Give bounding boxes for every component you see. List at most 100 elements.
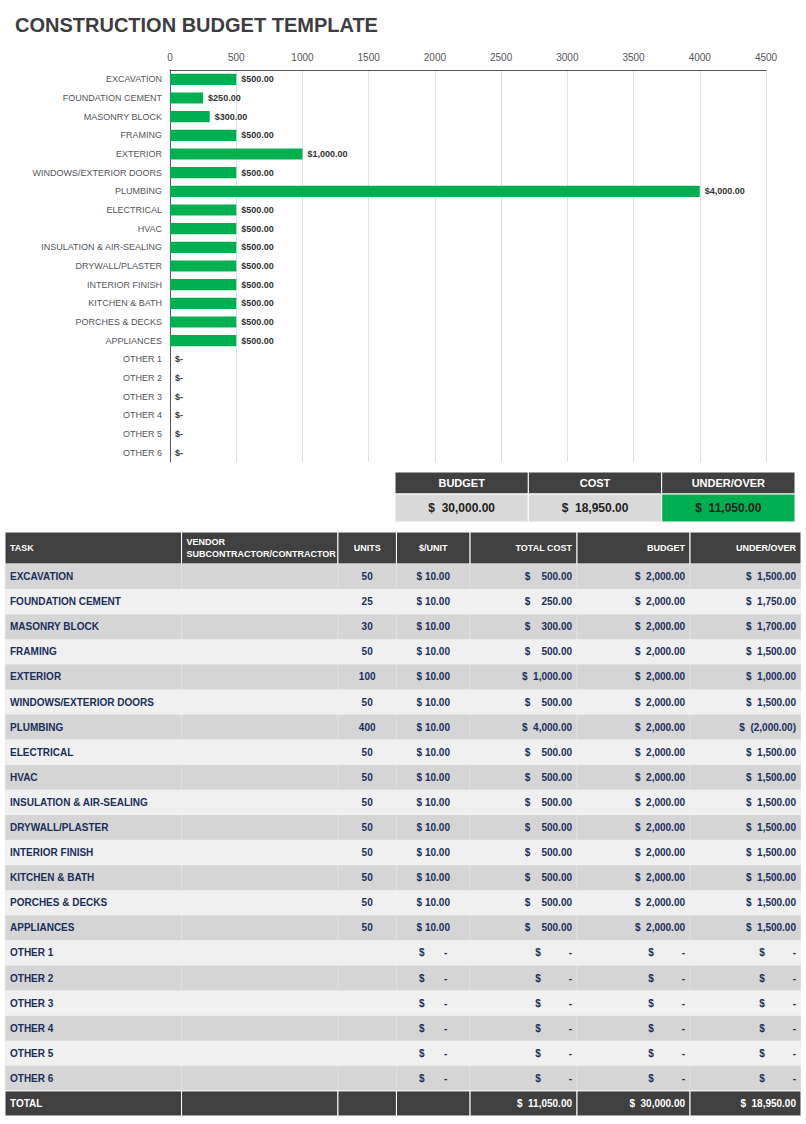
svg-text:OTHER 5: OTHER 5: [123, 429, 162, 439]
svg-text:$ -: $ -: [648, 1023, 685, 1034]
svg-text:50: 50: [362, 747, 374, 758]
svg-text:50: 50: [362, 922, 374, 933]
svg-text:$ 500.00: $ 500.00: [525, 697, 573, 708]
svg-text:PLUMBING: PLUMBING: [10, 722, 64, 733]
svg-text:$ 1,500.00: $ 1,500.00: [746, 697, 796, 708]
svg-text:$ 10.00: $ 10.00: [417, 722, 451, 733]
svg-text:2500: 2500: [490, 52, 513, 63]
svg-text:$ 2,000.00: $ 2,000.00: [635, 797, 685, 808]
svg-text:$ 10.00: $ 10.00: [417, 897, 451, 908]
svg-text:$ 10.00: $ 10.00: [417, 847, 451, 858]
svg-text:3500: 3500: [622, 52, 645, 63]
svg-text:PLUMBING: PLUMBING: [115, 186, 162, 196]
svg-text:$500.00: $500.00: [241, 168, 274, 178]
svg-text:$-: $-: [175, 373, 183, 383]
svg-text:$ 30,000.00: $ 30,000.00: [629, 1098, 685, 1109]
svg-text:OTHER 2: OTHER 2: [123, 373, 162, 383]
svg-text:UNDER/OVER: UNDER/OVER: [736, 543, 797, 553]
svg-text:$ 2,000.00: $ 2,000.00: [635, 747, 685, 758]
svg-text:$ 1,000.00: $ 1,000.00: [522, 671, 572, 682]
svg-text:TOTAL: TOTAL: [10, 1098, 42, 1109]
svg-text:$500.00: $500.00: [241, 74, 274, 84]
svg-text:$ 10.00: $ 10.00: [417, 571, 451, 582]
svg-text:UNITS: UNITS: [354, 543, 381, 553]
svg-text:EXCAVATION: EXCAVATION: [106, 74, 162, 84]
svg-text:$ -: $ -: [759, 947, 796, 958]
svg-text:$ -: $ -: [535, 947, 572, 958]
svg-text:$ -: $ -: [759, 1073, 796, 1084]
svg-text:$ 10.00: $ 10.00: [417, 671, 451, 682]
svg-text:EXCAVATION: EXCAVATION: [10, 571, 73, 582]
svg-text:$ 11,050.00: $ 11,050.00: [695, 501, 761, 515]
svg-text:$ 10.00: $ 10.00: [417, 747, 451, 758]
svg-text:$4,000.00: $4,000.00: [705, 186, 745, 196]
svg-text:1500: 1500: [358, 52, 381, 63]
svg-text:ELECTRICAL: ELECTRICAL: [10, 747, 73, 758]
svg-text:$ 2,000.00: $ 2,000.00: [635, 671, 685, 682]
svg-text:SUBCONTRACTOR/CONTRACTOR: SUBCONTRACTOR/CONTRACTOR: [187, 549, 337, 559]
svg-text:$ 500.00: $ 500.00: [525, 897, 573, 908]
svg-text:WINDOWS/EXTERIOR DOORS: WINDOWS/EXTERIOR DOORS: [10, 697, 154, 708]
svg-text:$ 1,500.00: $ 1,500.00: [746, 872, 796, 883]
svg-text:$-: $-: [175, 354, 183, 364]
svg-text:EXTERIOR: EXTERIOR: [116, 149, 163, 159]
svg-text:INSULATION & AIR-SEALING: INSULATION & AIR-SEALING: [10, 797, 148, 808]
svg-text:TOTAL COST: TOTAL COST: [516, 543, 573, 553]
svg-text:$500.00: $500.00: [241, 261, 274, 271]
svg-text:$ -: $ -: [535, 1048, 572, 1059]
svg-text:$ -: $ -: [419, 1048, 447, 1059]
svg-text:INSULATION & AIR-SEALING: INSULATION & AIR-SEALING: [41, 242, 162, 252]
svg-text:CONSTRUCTION BUDGET TEMPLATE: CONSTRUCTION BUDGET TEMPLATE: [15, 14, 378, 36]
svg-text:$ 2,000.00: $ 2,000.00: [635, 872, 685, 883]
svg-text:BUDGET: BUDGET: [438, 477, 485, 489]
svg-text:$ 500.00: $ 500.00: [525, 822, 573, 833]
svg-text:$ 18,950.00: $ 18,950.00: [562, 501, 629, 515]
svg-text:BUDGET: BUDGET: [647, 543, 686, 553]
svg-text:$ (2,000.00): $ (2,000.00): [739, 722, 796, 733]
svg-text:HVAC: HVAC: [10, 772, 38, 783]
svg-text:$ 2,000.00: $ 2,000.00: [635, 621, 685, 632]
svg-text:OTHER 1: OTHER 1: [123, 354, 162, 364]
svg-text:$500.00: $500.00: [241, 130, 274, 140]
svg-text:$-: $-: [175, 429, 183, 439]
svg-text:$500.00: $500.00: [241, 242, 274, 252]
svg-text:DRYWALL/PLASTER: DRYWALL/PLASTER: [10, 822, 109, 833]
svg-text:$500.00: $500.00: [241, 224, 274, 234]
svg-text:$ 2,000.00: $ 2,000.00: [635, 772, 685, 783]
svg-text:$ 500.00: $ 500.00: [525, 847, 573, 858]
svg-text:$ 500.00: $ 500.00: [525, 772, 573, 783]
svg-text:$ -: $ -: [759, 1023, 796, 1034]
svg-text:$ -: $ -: [419, 1023, 447, 1034]
svg-text:$ 1,500.00: $ 1,500.00: [746, 897, 796, 908]
svg-text:$500.00: $500.00: [241, 205, 274, 215]
svg-text:50: 50: [362, 571, 374, 582]
svg-text:$ 2,000.00: $ 2,000.00: [635, 847, 685, 858]
svg-text:$ 30,000.00: $ 30,000.00: [428, 501, 495, 515]
svg-text:$ 2,000.00: $ 2,000.00: [635, 822, 685, 833]
svg-text:$ -: $ -: [535, 998, 572, 1009]
svg-text:$ -: $ -: [759, 1048, 796, 1059]
svg-text:50: 50: [362, 847, 374, 858]
svg-text:INTERIOR FINISH: INTERIOR FINISH: [10, 847, 93, 858]
svg-text:COST: COST: [580, 477, 611, 489]
svg-text:OTHER 5: OTHER 5: [10, 1048, 54, 1059]
svg-text:$ 250.00: $ 250.00: [525, 596, 573, 607]
svg-text:50: 50: [362, 797, 374, 808]
svg-text:KITCHEN & BATH: KITCHEN & BATH: [10, 872, 94, 883]
svg-text:OTHER 1: OTHER 1: [10, 947, 54, 958]
svg-text:FOUNDATION CEMENT: FOUNDATION CEMENT: [10, 596, 121, 607]
svg-text:$ 1,500.00: $ 1,500.00: [746, 646, 796, 657]
svg-text:OTHER 3: OTHER 3: [123, 392, 162, 402]
svg-text:3000: 3000: [556, 52, 579, 63]
svg-text:$ 2,000.00: $ 2,000.00: [635, 697, 685, 708]
svg-text:$ -: $ -: [419, 947, 447, 958]
svg-text:EXTERIOR: EXTERIOR: [10, 671, 62, 682]
svg-text:$ -: $ -: [535, 1073, 572, 1084]
svg-text:500: 500: [228, 52, 245, 63]
svg-text:OTHER 3: OTHER 3: [10, 998, 54, 1009]
svg-text:$ 300.00: $ 300.00: [525, 621, 573, 632]
svg-text:VENDOR: VENDOR: [187, 537, 226, 547]
svg-text:$ 2,000.00: $ 2,000.00: [635, 571, 685, 582]
svg-text:TASK: TASK: [10, 543, 34, 553]
svg-text:MASONRY BLOCK: MASONRY BLOCK: [84, 112, 162, 122]
